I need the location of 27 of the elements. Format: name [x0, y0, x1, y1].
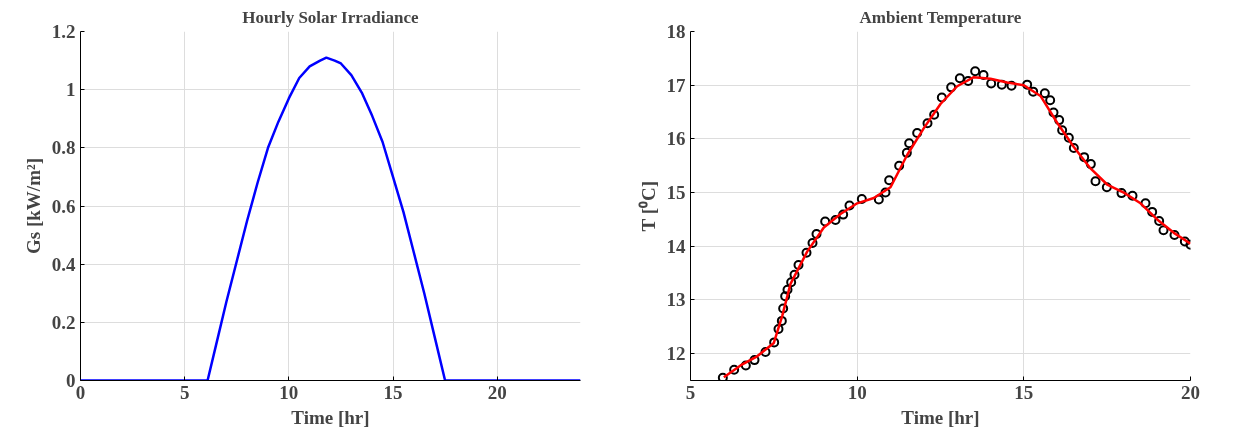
x-tick-label: 10	[847, 381, 867, 403]
x-axis-title: Time [hr]	[901, 406, 980, 428]
y-tick-label: 0.6	[51, 195, 76, 217]
x-axis-title: Time [hr]	[291, 406, 370, 428]
x-tick-label: 15	[383, 381, 403, 403]
y-tick-label: 14	[666, 235, 686, 257]
y-tick-label: 1	[66, 79, 76, 101]
y-tick-label: 15	[666, 182, 686, 204]
y-tick-label: 0.2	[51, 311, 76, 333]
y-tick-label: 0.8	[51, 137, 76, 159]
x-tick-label: 10	[279, 381, 299, 403]
x-tick-label: 5	[685, 381, 696, 403]
chart-title: Ambient Temperature	[859, 7, 1022, 27]
y-tick-label: 17	[666, 74, 686, 96]
x-tick-label: 20	[1181, 381, 1200, 403]
y-tick-label: 13	[666, 289, 686, 311]
y-tick-label: 12	[666, 343, 686, 365]
y-axis-title: Gs [kW/m²]	[22, 158, 44, 254]
y-tick-label: 0.4	[51, 253, 76, 275]
y-tick-label: 1.2	[51, 21, 76, 42]
x-tick-label: 20	[487, 381, 507, 403]
x-tick-label: 15	[1014, 381, 1034, 403]
chart-title: Hourly Solar Irradiance	[242, 7, 419, 27]
y-axis-title: T [⁰C]	[637, 180, 659, 232]
y-tick-label: 16	[666, 128, 686, 150]
x-tick-label: 5	[179, 381, 190, 403]
y-tick-label: 18	[666, 21, 686, 42]
